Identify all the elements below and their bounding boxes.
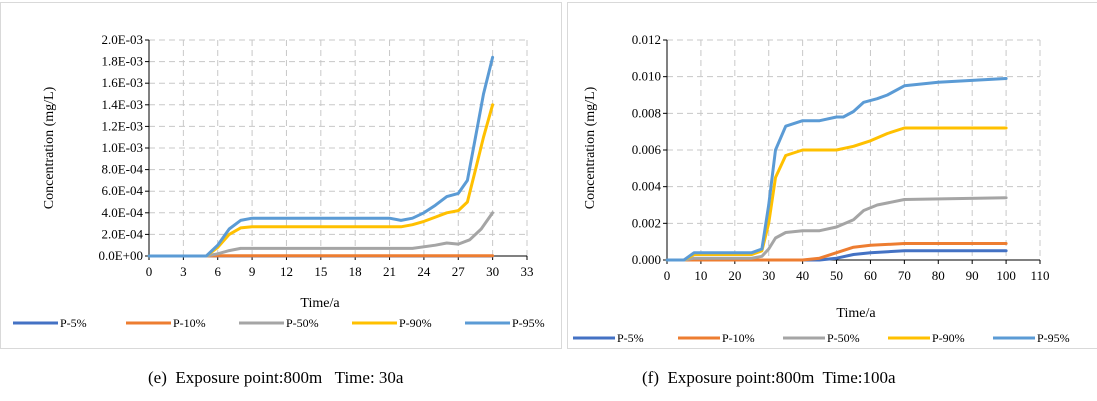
- x-tick-label: 12: [280, 264, 293, 279]
- caption-e: (e) Exposure point:800m Time: 30a: [148, 368, 404, 387]
- y-tick-label: 0.012: [632, 32, 661, 47]
- x-tick-label: 20: [728, 268, 741, 283]
- y-tick-label: 1.6E-03: [101, 75, 143, 90]
- series-line-p-90pct: [147, 103, 495, 258]
- series-line-p-50pct: [665, 196, 1008, 262]
- y-tick-label: 0.006: [632, 142, 662, 157]
- line-chart-e: 0.0E+00 2.0E-04 4.0E-04 6.0E-04 8.0E-04 1.0E-…: [13, 32, 545, 330]
- chart-panel-e: 0.0E+00 2.0E-04 4.0E-04 6.0E-04 8.0E-04 1.0E-…: [0, 2, 562, 349]
- y-tick-label: 1.2E-03: [101, 118, 143, 133]
- legend-label: P-5%: [617, 331, 644, 345]
- legend-label: P-90%: [399, 316, 432, 330]
- legend-label: P-50%: [286, 316, 319, 330]
- x-tick-label: 50: [830, 268, 843, 283]
- x-tick-label: 21: [383, 264, 396, 279]
- y-tick-label: 0.008: [632, 105, 661, 120]
- y-tick-label: 4.0E-04: [101, 205, 143, 220]
- x-tick-label: 10: [694, 268, 707, 283]
- series-line-p-50pct: [147, 211, 495, 258]
- legend-label: P-50%: [827, 331, 860, 345]
- x-tick-label: 100: [996, 268, 1016, 283]
- y-tick-label: 2.0E-04: [101, 226, 143, 241]
- x-tick-label: 3: [180, 264, 187, 279]
- x-tick-label: 0: [146, 264, 153, 279]
- series-line-p-95pct: [147, 55, 495, 258]
- y-tick-label: 8.0E-04: [101, 162, 143, 177]
- x-tick-label: 80: [932, 268, 945, 283]
- y-axis-title: Concentration (mg/L): [583, 86, 598, 209]
- legend-label: P-95%: [512, 316, 545, 330]
- legend-label: P-10%: [173, 316, 206, 330]
- x-tick-label: 60: [864, 268, 877, 283]
- legend-label: P-95%: [1037, 331, 1070, 345]
- y-tick-label: 2.0E-03: [101, 32, 143, 47]
- chart-panel-f: 0.000 0.002 0.004 0.006 0.008 0.010 0.012 0 10 20…: [567, 2, 1097, 349]
- legend-label: P-10%: [722, 331, 755, 345]
- y-tick-label: 1.0E-03: [101, 140, 143, 155]
- y-tick-label: 6.0E-04: [101, 183, 143, 198]
- x-tick-label: 0: [664, 268, 671, 283]
- legend-label: P-5%: [60, 316, 87, 330]
- x-axis-title: Time/a: [300, 296, 340, 311]
- x-axis-title: Time/a: [836, 306, 876, 321]
- series-line-p-90pct: [665, 126, 1008, 262]
- x-tick-label: 15: [314, 264, 327, 279]
- caption-f: (f) Exposure point:800m Time:100a: [642, 368, 896, 387]
- y-tick-label: 1.8E-03: [101, 54, 143, 69]
- x-tick-label: 30: [486, 264, 499, 279]
- x-tick-label: 27: [452, 264, 466, 279]
- series-line-p-5pct: [665, 249, 1008, 262]
- x-tick-label: 9: [249, 264, 256, 279]
- x-tick-label: 30: [762, 268, 775, 283]
- x-tick-label: 40: [796, 268, 809, 283]
- y-tick-label: 0.000: [632, 252, 661, 267]
- series-line-p-95pct: [665, 77, 1008, 262]
- series-line-p-10pct: [665, 242, 1008, 262]
- y-tick-label: 0.002: [632, 215, 661, 230]
- y-tick-label: 1.4E-03: [101, 97, 143, 112]
- y-tick-label: 0.0E+00: [98, 248, 143, 263]
- line-chart-f: 0.000 0.002 0.004 0.006 0.008 0.010 0.012 0 10 20…: [573, 32, 1070, 345]
- y-tick-label: 0.004: [632, 179, 662, 194]
- x-tick-label: 110: [1030, 268, 1049, 283]
- x-tick-label: 18: [349, 264, 362, 279]
- x-tick-label: 90: [966, 268, 979, 283]
- x-tick-label: 24: [417, 264, 431, 279]
- x-tick-label: 33: [521, 264, 534, 279]
- x-tick-label: 6: [214, 264, 221, 279]
- y-tick-label: 0.010: [632, 69, 661, 84]
- x-tick-label: 70: [898, 268, 911, 283]
- legend-label: P-90%: [932, 331, 965, 345]
- y-axis-title: Concentration (mg/L): [42, 86, 57, 209]
